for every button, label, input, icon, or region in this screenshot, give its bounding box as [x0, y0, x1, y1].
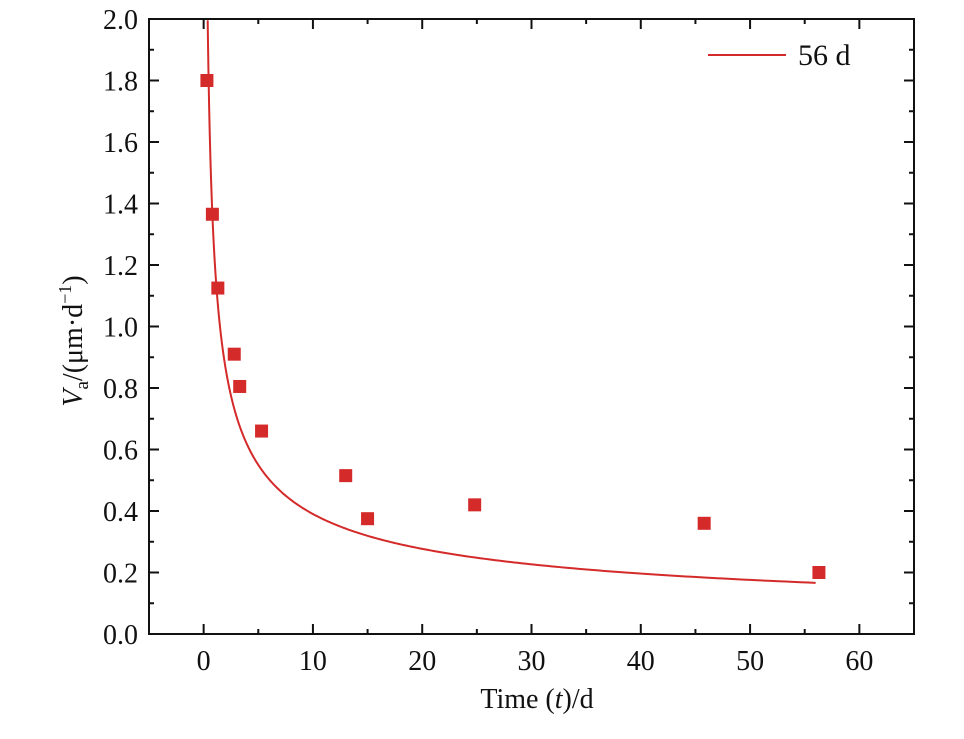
y-tick-label: 1.2: [103, 251, 138, 282]
y-tick-label: 1.8: [103, 67, 138, 98]
fit-curve-56d: [206, 20, 816, 584]
legend-label: 56 d: [798, 39, 851, 72]
y-tick-label: 2.0: [103, 5, 138, 36]
y-tick-label: 0.6: [103, 436, 138, 467]
data-point: [468, 498, 482, 512]
y-tick-label: 1.0: [103, 313, 138, 344]
y-tick-label: 0.2: [103, 559, 138, 590]
x-axis-title: Time (t)/d: [480, 684, 593, 715]
y-axis-title: Va/(μm·d−1): [55, 275, 93, 406]
y-tick-label: 1.6: [103, 128, 138, 159]
y-tick-label: 1.4: [103, 190, 138, 221]
data-point: [205, 207, 219, 221]
x-tick-label: 60: [845, 646, 873, 677]
x-tick-label: 40: [627, 646, 655, 677]
x-tick-label: 0: [197, 646, 211, 677]
x-tick-label: 50: [736, 646, 764, 677]
axis-ticks: 0 10 20 30 40 50 60 0.0 0.2 0.4 0.6 0.8 1.0 1.2 1.4 1.6…: [103, 5, 915, 677]
data-point: [211, 281, 225, 295]
data-point: [361, 512, 375, 526]
data-point: [339, 469, 353, 483]
data-point: [812, 566, 826, 579]
y-tick-label: 0.4: [103, 497, 138, 528]
data-point: [233, 379, 247, 393]
x-tick-label: 10: [299, 646, 327, 677]
x-tick-label: 20: [408, 646, 436, 677]
legend: 56 d: [708, 39, 851, 72]
data-point: [227, 347, 241, 361]
data-point: [697, 516, 711, 530]
x-tick-label: 30: [518, 646, 546, 677]
data-point: [255, 424, 269, 438]
y-tick-label: 0.8: [103, 374, 138, 405]
data-point: [200, 74, 214, 87]
y-tick-label: 0.0: [103, 620, 138, 651]
plot-area: [148, 18, 915, 635]
fit-curve-group: [206, 20, 816, 584]
data-points-group: [200, 74, 826, 579]
